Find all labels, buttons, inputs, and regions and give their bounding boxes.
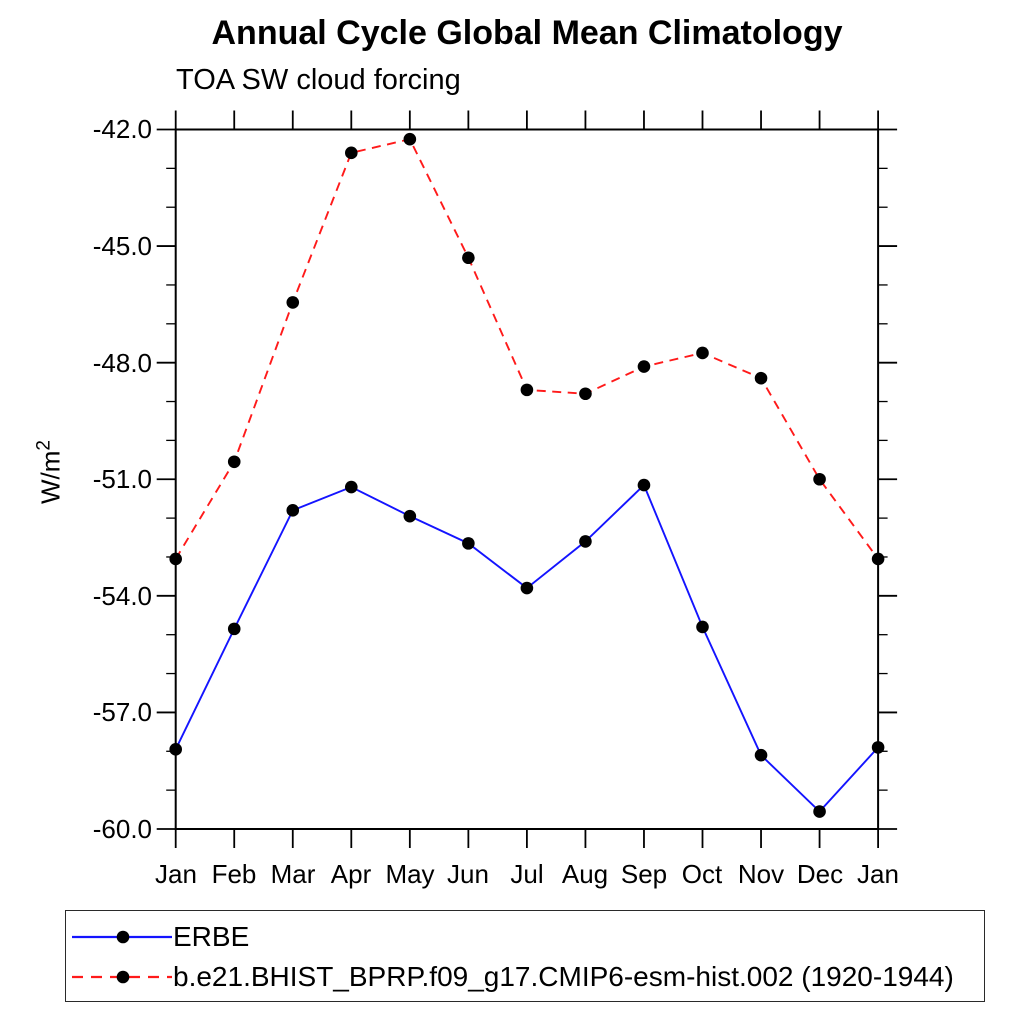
series-0-marker xyxy=(696,620,709,634)
series-0-marker xyxy=(462,537,475,550)
series-1-marker xyxy=(754,371,768,385)
chart-subtitle: TOA SW cloud forcing xyxy=(176,64,461,96)
y-tick-label: -51.0 xyxy=(92,464,152,494)
x-tick-label: Feb xyxy=(211,859,257,889)
legend: ERBE b.e21.BHIST_BPRP.f09_g17.CMIP6-esm-… xyxy=(65,910,985,1002)
x-tick-label: Jul xyxy=(510,859,544,889)
series-0-marker xyxy=(813,805,826,818)
series-0-marker xyxy=(637,478,651,492)
series-1-marker xyxy=(637,360,651,373)
x-tick-label: Jan xyxy=(857,859,899,889)
series-0-marker xyxy=(520,581,534,595)
x-tick-label: Oct xyxy=(681,859,723,889)
legend-entry-model: b.e21.BHIST_BPRP.f09_g17.CMIP6-esm-hist.… xyxy=(66,955,954,999)
y-tick-label: -42.0 xyxy=(92,114,152,144)
y-tick-label: -54.0 xyxy=(92,581,152,611)
y-tick-label: -48.0 xyxy=(92,348,152,378)
legend-line-sample-dashed xyxy=(72,970,172,984)
x-tick-label: Nov xyxy=(737,859,785,889)
x-tick-label: Sep xyxy=(620,859,668,889)
series-1-marker xyxy=(345,146,358,160)
series-0-marker xyxy=(754,748,768,762)
series-0-marker xyxy=(345,480,358,494)
series-line-1 xyxy=(174,138,879,560)
plot-box xyxy=(174,128,880,830)
y-axis-title-exponent: 2 xyxy=(33,440,55,451)
series-0-marker xyxy=(286,504,300,517)
legend-label-model: b.e21.BHIST_BPRP.f09_g17.CMIP6-esm-hist.… xyxy=(173,961,954,992)
x-tick-label: May xyxy=(385,859,435,889)
y-tick-label: -57.0 xyxy=(92,697,152,727)
x-tick-label: Jan xyxy=(155,859,197,889)
y-tick-label: -45.0 xyxy=(92,231,152,261)
x-tick-label: Mar xyxy=(270,859,316,889)
series-0-marker xyxy=(579,535,592,548)
y-tick-label: -60.0 xyxy=(92,814,152,844)
series-1-marker xyxy=(403,132,417,146)
series-0-marker xyxy=(403,509,417,523)
x-tick-label: Dec xyxy=(796,859,844,889)
series-1-marker xyxy=(169,552,182,566)
series-0-marker xyxy=(227,622,241,636)
legend-label-erbe: ERBE xyxy=(173,921,250,952)
x-tick-label: Apr xyxy=(330,859,372,889)
series-1-marker xyxy=(813,472,826,486)
legend-marker-dot-icon xyxy=(116,970,130,984)
series-0-marker xyxy=(169,743,182,756)
series-1-marker xyxy=(579,387,592,401)
legend-entry-erbe: ERBE xyxy=(66,915,249,959)
series-1-marker xyxy=(696,346,709,360)
series-1-marker xyxy=(227,455,241,469)
legend-line-sample-solid xyxy=(72,930,172,944)
series-0-marker xyxy=(871,741,885,754)
series-1-marker xyxy=(462,251,475,265)
series-1-marker xyxy=(871,552,885,566)
legend-marker-dot-icon xyxy=(116,930,130,944)
series-1-marker xyxy=(286,296,300,309)
page-title: Annual Cycle Global Mean Climatology xyxy=(211,14,843,52)
x-tick-label: Jun xyxy=(447,859,489,889)
x-tick-label: Aug xyxy=(561,859,609,889)
series-line-0 xyxy=(174,483,879,813)
series-1-marker xyxy=(520,383,534,397)
